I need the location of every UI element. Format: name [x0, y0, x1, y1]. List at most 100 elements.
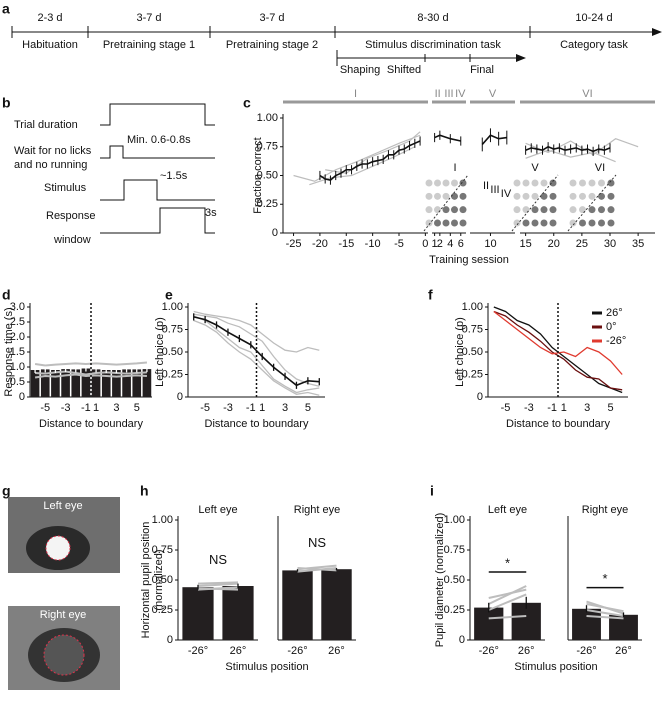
stimulus-icon — [513, 206, 521, 214]
y-axis-label: Left choice (p) — [454, 317, 466, 387]
stimulus-icon — [579, 206, 586, 214]
line — [434, 134, 461, 142]
stimulus-icon — [598, 206, 605, 214]
x-tick-label: 4 — [447, 238, 453, 250]
duration: 10-24 d — [575, 12, 612, 24]
panel-label: c — [243, 95, 251, 111]
bar — [40, 369, 50, 397]
y-tick-label: 1.5 — [10, 346, 25, 358]
line — [197, 582, 239, 587]
x-tick-label: -3 — [61, 402, 71, 414]
stimulus-icon — [531, 206, 539, 214]
y-tick-label: 1.00 — [462, 301, 483, 313]
x-axis-label: Stimulus position — [225, 661, 308, 673]
line — [525, 149, 616, 163]
bar — [122, 369, 131, 397]
line — [488, 585, 527, 605]
x-tick-label: 26° — [615, 645, 632, 657]
category-boundary-icon — [567, 174, 617, 232]
x-tick-label: -10 — [365, 238, 381, 250]
timeline-axis — [11, 26, 655, 38]
x-tick-label: 5 — [305, 402, 311, 414]
legend-label: 0° — [606, 321, 617, 333]
x-tick-label: 3 — [113, 402, 119, 414]
x-tick-label: 1 — [259, 402, 265, 414]
trace — [100, 145, 215, 159]
row-label: Response — [46, 210, 96, 222]
y-axis-label: (normalized) — [153, 549, 165, 610]
line — [586, 609, 624, 617]
stimulus-icon — [607, 192, 615, 200]
line — [35, 370, 147, 376]
x-tick-label: 30 — [604, 238, 616, 250]
stimulus-icon — [588, 179, 596, 187]
x-tick-label: 0 — [422, 238, 428, 250]
row-label: Stimulus — [44, 182, 87, 194]
line — [193, 316, 320, 387]
stimulus-icon — [434, 192, 441, 200]
stimulus-icon — [531, 219, 539, 227]
bar — [81, 368, 91, 397]
stimulus-icon — [540, 179, 548, 187]
y-tick-label: 0.75 — [162, 323, 183, 335]
inset-label: III — [490, 184, 499, 196]
bar — [71, 369, 81, 397]
stage: Pretraining stage 1 — [103, 39, 195, 51]
x-tick-label: -5 — [501, 402, 511, 414]
trace — [100, 207, 215, 234]
x-tick-label: -1 — [81, 402, 91, 414]
stimulus-icon — [540, 206, 548, 214]
legend-label: -26° — [606, 335, 626, 347]
x-tick-label: -3 — [524, 402, 534, 414]
y-tick-label: 0.50 — [257, 169, 278, 181]
y-axis-label: Response time (s) — [3, 307, 15, 396]
stimulus-icon — [598, 179, 605, 187]
stage: Habituation — [22, 39, 78, 51]
x-tick-label: 10 — [484, 238, 496, 250]
annotation: NS — [209, 552, 227, 567]
duration: 3-7 d — [259, 12, 284, 24]
y-tick-label: 1.00 — [257, 112, 278, 124]
arrow-head — [652, 28, 662, 36]
row-label: and no running — [14, 159, 87, 171]
stimulus-icon — [569, 179, 577, 187]
x-tick-label: -26° — [188, 645, 208, 657]
y-tick-label: 0.75 — [257, 141, 278, 153]
x-tick-label: 35 — [632, 238, 644, 250]
annotation: NS — [308, 535, 326, 550]
inset-label: IV — [501, 188, 512, 200]
annotation: 3s — [205, 207, 217, 219]
stage: Category task — [560, 39, 628, 51]
stimulus-icon — [569, 192, 577, 200]
image-label: Right eye — [40, 609, 86, 621]
y-tick-label: 0.75 — [444, 544, 465, 556]
row-label: window — [53, 234, 91, 246]
segment-label: III — [444, 88, 453, 100]
y-tick-label: 0.25 — [152, 604, 173, 616]
stimulus-icon — [579, 192, 586, 200]
x-tick-label: 26° — [328, 645, 345, 657]
y-tick-label: 1.0 — [10, 361, 25, 373]
stimulus-icon — [459, 192, 467, 200]
y-axis-label: Pupil diameter (normalized) — [434, 513, 446, 648]
line — [319, 140, 421, 181]
duration: 3-7 d — [136, 12, 161, 24]
stimulus-icon — [425, 206, 433, 214]
line — [193, 310, 320, 353]
y-tick-label: 0 — [19, 391, 25, 403]
x-tick-label: 25 — [576, 238, 588, 250]
x-tick-label: 15 — [520, 238, 532, 250]
segment-label: IV — [455, 88, 466, 100]
y-tick-label: 0.25 — [257, 198, 278, 210]
panel-label: i — [430, 483, 434, 499]
y-tick-label: 0.50 — [152, 574, 173, 586]
substage: Shifted — [387, 64, 421, 76]
stimulus-icon — [451, 192, 458, 200]
pupil — [43, 634, 85, 676]
stimulus-icon — [540, 219, 548, 227]
panel-label: f — [428, 287, 433, 303]
line — [297, 567, 337, 572]
y-axis-label: Horizontal pupil position — [140, 522, 152, 639]
stimulus-icon — [549, 206, 557, 214]
line — [293, 134, 421, 182]
